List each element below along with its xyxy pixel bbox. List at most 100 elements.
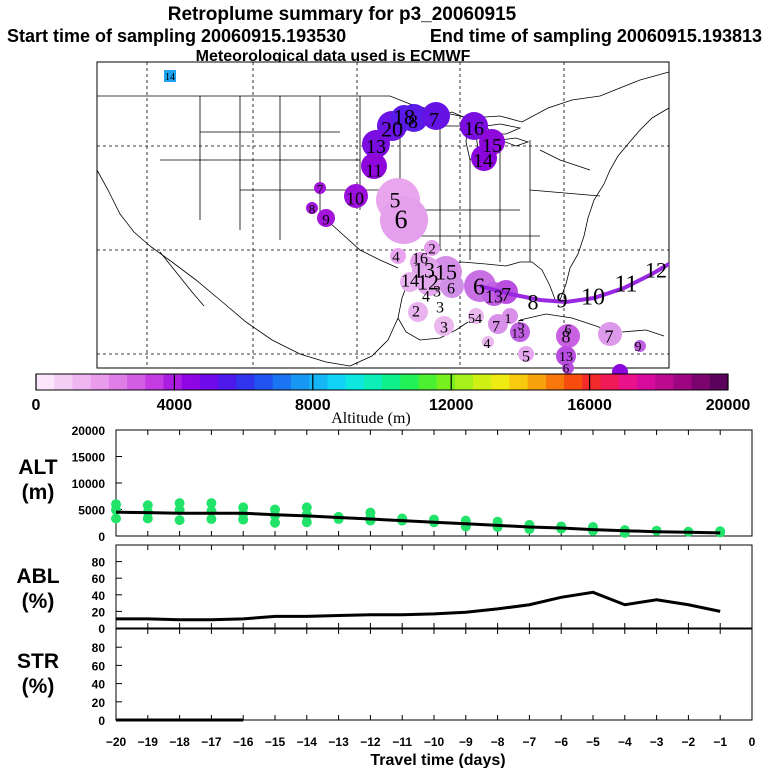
str-y-tick-label: 60 bbox=[92, 659, 106, 673]
x-axis-label: Travel time (days) bbox=[370, 752, 505, 768]
colorbar-swatch bbox=[545, 374, 565, 390]
map-day-label: 7 bbox=[605, 326, 614, 346]
alt-y-tick-label: 5000 bbox=[78, 504, 105, 518]
map-day-label: 13 bbox=[366, 136, 386, 158]
map-day-label: 14 bbox=[473, 150, 493, 172]
x-tick-label: −11 bbox=[392, 735, 412, 749]
plume-dot bbox=[400, 272, 420, 292]
colorbar-swatch bbox=[418, 374, 438, 390]
alt-percentile-point bbox=[301, 517, 312, 528]
abl-y-tick-label: 20 bbox=[92, 605, 106, 619]
alt-percentile-point bbox=[142, 513, 153, 524]
str-y-tick-label: 20 bbox=[92, 696, 106, 710]
colorbar-swatch bbox=[709, 374, 729, 390]
colorbar-swatch bbox=[382, 374, 401, 390]
map-day-label: 15 bbox=[435, 260, 457, 285]
map-day-label: 7 bbox=[492, 319, 500, 336]
map-day-label: 9 bbox=[557, 288, 568, 313]
map-day-label: 16 bbox=[464, 118, 484, 140]
colorbar-swatch bbox=[290, 374, 310, 390]
colorbar-swatch bbox=[218, 374, 237, 390]
map-day-label: 9 bbox=[322, 212, 330, 228]
map-day-label: 9 bbox=[635, 340, 642, 355]
map-day-label: 18 bbox=[393, 105, 415, 130]
colorbar-swatch bbox=[491, 374, 510, 390]
colorbar-tick-label: 8000 bbox=[295, 397, 331, 414]
x-tick-label: −16 bbox=[233, 735, 254, 749]
plume-dot bbox=[317, 209, 335, 227]
x-axis: −20 −19 −18 −17 −16 −15 −14 −13 −12 −11 −10 −9 −8 −7−… bbox=[106, 735, 756, 749]
plume-dot bbox=[400, 104, 428, 132]
colorbar-swatch bbox=[309, 374, 328, 390]
plume-dot bbox=[562, 362, 574, 374]
str-panel-frame bbox=[115, 628, 753, 721]
map-day-label: 12 bbox=[645, 258, 667, 283]
x-tick-label: −7 bbox=[523, 735, 537, 749]
colorbar-swatch bbox=[54, 374, 73, 390]
abl-y-tick-label: 60 bbox=[92, 572, 106, 586]
map-trajectory bbox=[479, 262, 671, 305]
alt-percentile-point bbox=[206, 514, 217, 525]
colorbar-swatch bbox=[509, 374, 529, 390]
alt-panel-label: ALT (m) bbox=[18, 456, 57, 504]
plume-dot bbox=[344, 184, 368, 208]
colorbar-swatch bbox=[345, 374, 365, 390]
colorbar-swatch bbox=[454, 374, 474, 390]
abl-y-tick-label: 40 bbox=[92, 589, 106, 603]
x-tick-label: −8 bbox=[491, 735, 505, 749]
x-tick-label: −20 bbox=[106, 735, 127, 749]
alt-mean-line bbox=[115, 510, 721, 535]
map-day-label: 4 bbox=[422, 289, 430, 306]
colorbar-swatch bbox=[90, 374, 110, 390]
abl-panel-label: ABL (%) bbox=[16, 565, 59, 613]
x-tick-label: −12 bbox=[360, 735, 381, 749]
x-tick-label: −6 bbox=[554, 735, 568, 749]
colorbar-swatch bbox=[618, 374, 638, 390]
plume-dot bbox=[460, 112, 488, 140]
trajectory-line bbox=[479, 262, 671, 305]
map-day-label: 14 bbox=[165, 72, 175, 83]
altitude-colorbar: 0 4000 8000 12000 16000 20000 bbox=[32, 373, 750, 414]
colorbar-swatch bbox=[127, 374, 146, 390]
colorbar-swatch bbox=[564, 374, 583, 390]
map-day-label: 6 bbox=[395, 205, 408, 234]
plume-dot bbox=[306, 202, 318, 214]
alt-percentile-point bbox=[301, 502, 312, 513]
map-day-label: 6 bbox=[447, 281, 455, 298]
plume-dot bbox=[471, 145, 497, 171]
alt-percentile-point bbox=[174, 498, 185, 509]
map-day-label: 4 bbox=[392, 249, 400, 265]
alt-y-tick-label: 10000 bbox=[72, 477, 106, 491]
x-tick-label: −3 bbox=[650, 735, 664, 749]
map-day-label: 7 bbox=[317, 182, 324, 197]
plume-dot bbox=[314, 182, 326, 194]
map-day-label: 2 bbox=[428, 241, 436, 257]
alt-percentile-point bbox=[142, 500, 153, 511]
plume-dot bbox=[598, 322, 622, 346]
map-day-label: 5 bbox=[522, 349, 530, 366]
map-day-label: 14 bbox=[401, 270, 419, 290]
plume-dot bbox=[518, 346, 534, 362]
colorbar-swatch bbox=[199, 374, 219, 390]
map-day-label: 3 bbox=[436, 300, 444, 317]
abl-panel-frame bbox=[115, 544, 753, 629]
plume-dot bbox=[380, 196, 428, 244]
map-day-label: 4 bbox=[484, 337, 491, 352]
x-tick-label: −4 bbox=[618, 735, 632, 749]
plume-dot bbox=[556, 346, 576, 366]
sampling-end-text: End time of sampling 20060915.193813 bbox=[430, 26, 762, 46]
colorbar-swatch bbox=[272, 374, 292, 390]
map-day-label: 8 bbox=[562, 326, 571, 346]
sampling-start-text: Start time of sampling 20060915.193530 bbox=[7, 26, 346, 46]
str-panel-label: STR (%) bbox=[17, 650, 59, 698]
map-day-label: 6 bbox=[473, 274, 485, 300]
abl-y-tick-label: 0 bbox=[98, 622, 105, 636]
plume-dot bbox=[362, 130, 390, 158]
colorbar-swatch bbox=[436, 374, 456, 390]
plume-dot bbox=[424, 240, 440, 256]
colorbar-label: Altitude (m) bbox=[331, 410, 411, 427]
x-tick-label: −1 bbox=[713, 735, 727, 749]
plume-dot bbox=[556, 324, 580, 348]
